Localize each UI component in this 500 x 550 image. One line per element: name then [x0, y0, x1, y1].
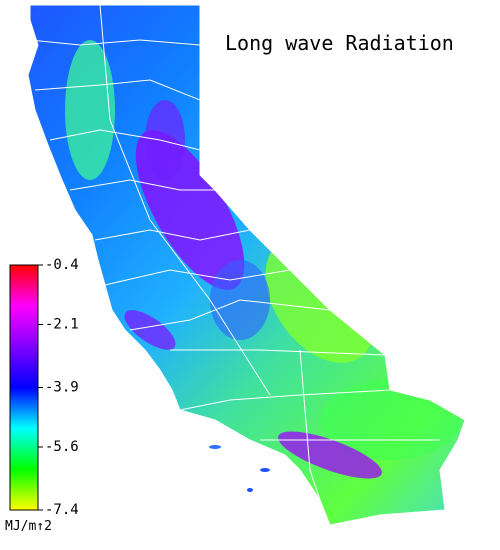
county-borders	[29, 5, 440, 501]
colorbar-tick-label: -3.9	[45, 380, 79, 396]
mountain-zone	[278, 431, 382, 479]
island	[247, 488, 253, 492]
island	[209, 445, 221, 449]
colorbar-tick-label: -2.1	[45, 317, 79, 333]
colorbar-tick-label: -5.6	[45, 439, 79, 455]
island	[260, 468, 270, 472]
colorbar	[9, 264, 39, 511]
colorbar-tick-label: -0.4	[45, 257, 79, 273]
mountain-zone	[145, 100, 185, 180]
colorbar-unit: MJ/m↑2	[5, 519, 52, 534]
map-title: Long wave Radiation	[225, 31, 454, 55]
coast-zone	[124, 310, 176, 350]
valley-zone	[65, 40, 115, 180]
colorbar-tick-label: -7.4	[45, 502, 79, 518]
